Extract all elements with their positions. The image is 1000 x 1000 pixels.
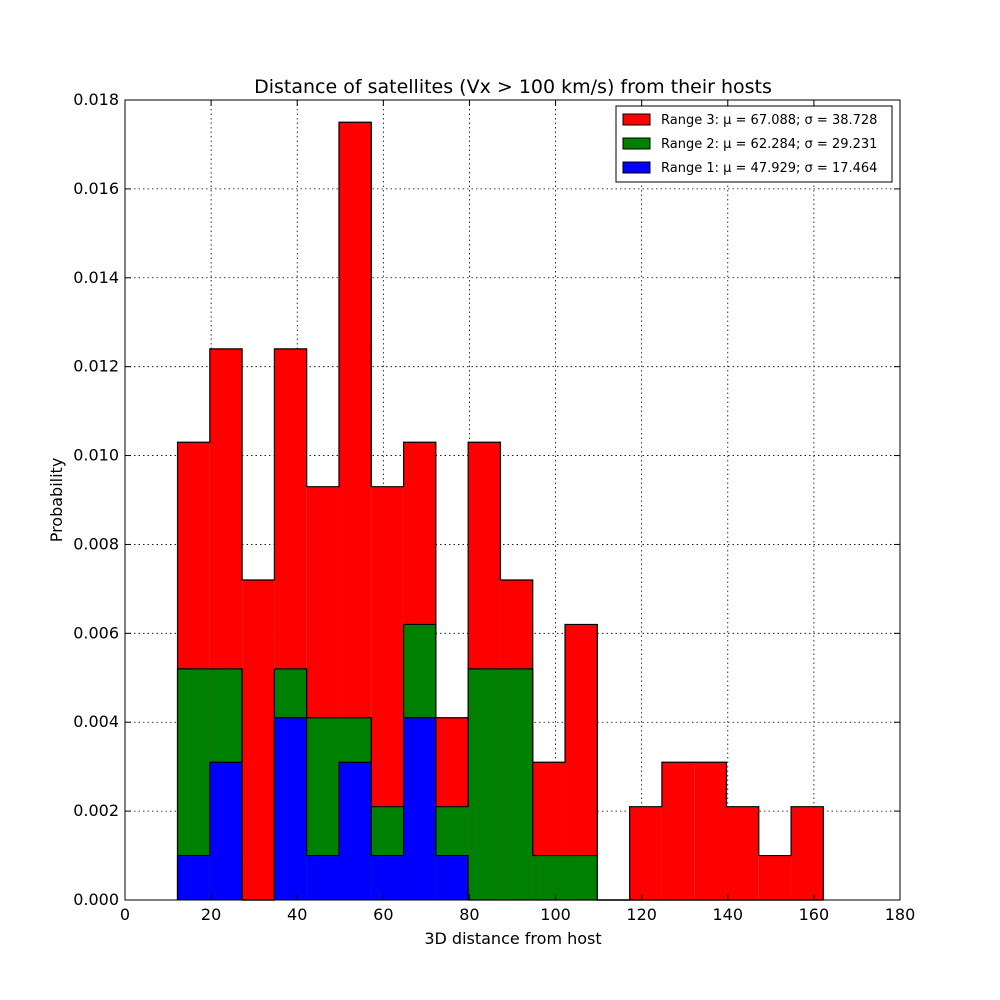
- bar-range-1: [371, 855, 404, 900]
- y-axis-label: Probability: [47, 458, 66, 543]
- bar-range-2: [500, 668, 533, 900]
- x-tick-label: 160: [799, 905, 830, 924]
- bar-range-1: [209, 762, 243, 900]
- bar-range-3: [661, 762, 695, 900]
- bar-range-3: [242, 580, 275, 900]
- outline-range-3: [176, 121, 824, 901]
- y-tick-label: 0.000: [73, 890, 119, 909]
- x-tick-label: 100: [540, 905, 571, 924]
- bar-range-3: [565, 624, 598, 900]
- bar-range-1: [338, 762, 372, 900]
- y-tick-label: 0.012: [73, 357, 119, 376]
- y-tick-label: 0.006: [73, 623, 119, 642]
- bar-range-3: [629, 806, 662, 900]
- x-axis-label: 3D distance from host: [424, 929, 601, 948]
- bar-range-1: [435, 855, 469, 900]
- bar-range-1: [306, 855, 339, 900]
- bar-range-1: [403, 717, 436, 900]
- axis-ticks: 0 20 40 60 80 100 120 140 160 180 0.000 0.002 0.004 0…: [73, 90, 915, 924]
- bar-range-2: [468, 668, 501, 900]
- bar-range-3: [726, 806, 759, 900]
- legend: Range 3: μ = 67.088; σ = 38.728 Range 2: …: [615, 105, 893, 183]
- x-tick-label: 60: [373, 905, 393, 924]
- bar-range-2: [565, 855, 598, 900]
- bar-range-1: [177, 855, 210, 900]
- bar-range-3: [758, 855, 792, 900]
- chart-title: Distance of satellites (Vx > 100 km/s) f…: [254, 76, 772, 98]
- legend-label-range-3: Range 3: μ = 67.088; σ = 38.728: [661, 113, 877, 128]
- legend-swatch-range-3: [622, 113, 651, 126]
- y-tick-label: 0.008: [73, 534, 119, 553]
- legend-swatch-range-2: [622, 137, 651, 150]
- y-tick-label: 0.004: [73, 712, 119, 731]
- x-tick-label: 120: [626, 905, 657, 924]
- x-tick-label: 40: [287, 905, 307, 924]
- y-tick-label: 0.018: [73, 90, 119, 109]
- histogram-bars: [176, 121, 824, 901]
- x-tick-label: 180: [885, 905, 916, 924]
- y-tick-label: 0.016: [73, 179, 119, 198]
- y-tick-label: 0.010: [73, 446, 119, 465]
- bar-range-2: [532, 855, 566, 900]
- plot-frame: [124, 99, 901, 901]
- x-tick-label: 0: [120, 905, 130, 924]
- legend-label-range-1: Range 1: μ = 47.929; σ = 17.464: [661, 161, 877, 176]
- legend-swatch-range-1: [622, 161, 651, 174]
- bar-range-1: [274, 717, 307, 900]
- bar-range-3: [791, 806, 824, 900]
- legend-frame: [615, 105, 893, 183]
- legend-label-range-2: Range 2: μ = 62.284; σ = 29.231: [661, 137, 877, 152]
- y-tick-label: 0.002: [73, 801, 119, 820]
- x-tick-label: 80: [459, 905, 479, 924]
- x-tick-label: 140: [713, 905, 744, 924]
- bar-range-3: [694, 762, 727, 900]
- y-tick-label: 0.014: [73, 268, 119, 287]
- x-tick-label: 20: [201, 905, 221, 924]
